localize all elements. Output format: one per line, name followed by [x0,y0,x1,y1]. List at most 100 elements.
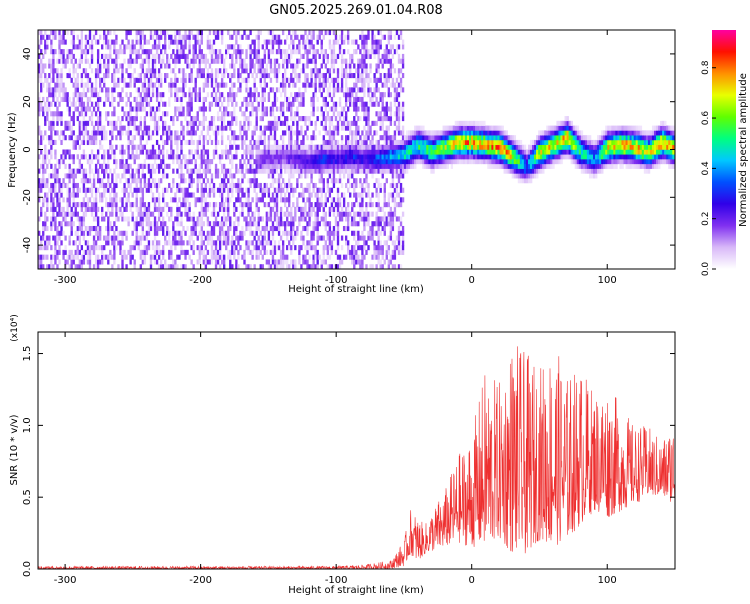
spectrogram-cell [147,245,151,251]
spectrogram-cell [90,182,94,189]
spectrogram-cell [371,101,374,107]
spectrogram-cell [46,44,49,50]
spectrogram-cell [344,82,348,88]
spectrogram-cell [385,249,388,255]
spectrogram-cell [111,187,114,193]
spectrogram-cell [306,264,309,269]
spectrogram-cell [111,240,114,246]
spectrogram-cell [235,264,238,269]
spectrogram-cell [290,249,293,255]
spectrogram-cell [220,154,224,160]
spectrogram-cell [334,202,338,208]
spectrogram-cell [326,149,330,155]
spectrogram-cell [164,240,167,246]
spectrogram-cell [387,149,391,155]
spectrogram-cell [74,182,77,189]
spectrogram-cell [332,144,336,150]
spectrogram-cell [312,135,315,141]
spectrogram-cell [176,182,179,189]
spectrogram-cell [277,259,281,265]
spectrogram-cell [300,125,303,131]
spectrogram-cell [310,73,313,79]
spectrogram-cell [192,154,195,160]
spectrogram-cell [149,154,153,160]
spectrogram-cell [54,154,57,160]
spectrogram-cell [371,120,374,126]
spectrogram-cell [218,221,222,227]
spectrogram-cell [375,44,378,50]
spectrogram-cell [84,125,88,131]
spectrogram-cell [245,144,248,150]
spectrogram-cell [164,63,167,69]
spectrogram-cell [109,120,112,126]
spectrogram-cell [135,154,138,160]
spectrogram-cell [216,87,220,93]
spectrogram-cell [151,168,155,174]
spectrogram-cell [155,163,159,169]
spectrogram-cell [186,101,189,107]
spectrogram-cell [393,182,397,189]
spectrogram-cell [334,39,338,45]
spectrogram-cell [218,225,222,232]
spectrogram-cell [387,73,391,79]
spectrogram-cell [196,116,199,122]
spectrogram-cell [249,111,252,117]
spectrogram-cell [393,130,397,136]
spectrogram-cell [74,264,77,269]
spectrogram-cell [259,82,262,88]
spectrogram-cell [210,73,214,79]
spectrogram-cell [113,249,116,255]
spectrogram-cell [249,240,252,246]
spectrogram-cell [351,139,354,146]
spectrogram-cell [127,125,130,131]
spectrogram-cell [218,192,222,198]
spectrogram-cell [206,163,210,169]
spectrogram-cell [176,206,179,212]
spectrogram-cell [375,49,378,55]
spectrogram-cell [381,264,384,269]
spectrogram-cell [196,235,199,241]
spectrogram-cell [125,159,128,165]
spectrogram-cell [109,39,112,45]
spectrogram-cell [147,221,151,227]
spectrogram-cell [306,149,309,155]
spectrogram-cell [395,202,399,208]
spectrogram-cell [241,254,244,260]
spectrogram-cell [172,82,175,88]
spectrogram-cell [48,120,51,126]
spectrogram-cell [141,216,145,222]
spectrogram-cell [347,240,350,246]
spectrogram-cell [393,96,397,102]
spectrogram-cell [174,82,177,88]
spectrogram-cell [322,178,325,184]
spectrogram-cell [198,163,201,169]
spectrogram-cell [395,163,399,169]
spectrogram-cell [212,130,216,136]
spectrogram-cell [212,187,216,193]
spectrogram-cell [162,197,165,203]
spectrogram-cell [251,249,254,255]
spectrogram-cell [103,135,106,141]
spectrogram-cell [52,116,55,122]
spectrogram-cell [143,82,147,88]
spectrogram-cell [375,144,378,150]
spectrogram-cell [359,264,362,269]
spectrogram-cell [286,101,289,107]
spectrogram-cell [328,144,332,150]
spectrogram-cell [115,192,118,198]
spectrogram-cell [353,120,356,126]
spectrogram-cell [300,53,303,59]
spectrogram-cell [367,211,370,217]
spectrogram-cell [58,230,61,236]
spectrogram-cell [44,116,47,122]
spectrogram-cell [310,101,313,107]
spectrogram-cell [172,120,175,126]
spectrogram-cell [237,68,240,74]
spectrogram-cell [251,63,254,69]
spectrogram-cell [355,106,358,112]
spectrogram-cell [281,49,285,55]
spectrogram-cell [237,235,240,241]
spectrogram-cell [147,168,151,174]
spectrogram-cell [139,254,142,260]
spectrogram-cell [153,63,157,69]
